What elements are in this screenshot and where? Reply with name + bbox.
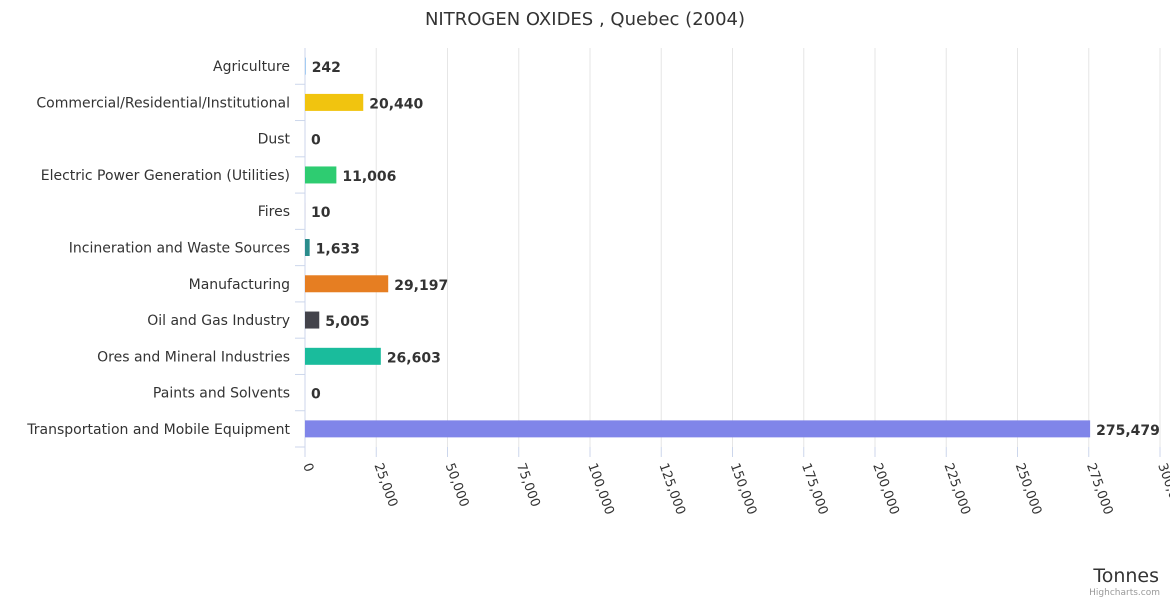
x-tick-label: 75,000 — [513, 461, 543, 509]
x-tick-label: 100,000 — [584, 461, 616, 517]
x-tick-label: 200,000 — [869, 461, 901, 517]
x-tick-label: 225,000 — [940, 461, 972, 517]
data-label: 0 — [311, 133, 321, 149]
x-tick-label: 150,000 — [727, 461, 759, 517]
bar — [305, 347, 381, 365]
x-tick-label: 300,000 — [1154, 461, 1170, 517]
bar — [305, 57, 306, 75]
bar — [305, 275, 389, 293]
category-label: Electric Power Generation (Utilities) — [41, 168, 290, 184]
x-tick-label: 175,000 — [798, 461, 830, 517]
chart-title: NITROGEN OXIDES , Quebec (2004) — [425, 9, 745, 30]
category-label: Agriculture — [213, 59, 290, 75]
category-label: Ores and Mineral Industries — [97, 349, 290, 365]
x-tick-label: 125,000 — [655, 461, 687, 517]
bar — [305, 166, 337, 184]
x-tick-label: 25,000 — [370, 461, 400, 509]
data-label: 275,479 — [1096, 423, 1160, 439]
category-label: Transportation and Mobile Equipment — [26, 422, 290, 438]
bar — [305, 311, 320, 329]
category-label: Oil and Gas Industry — [147, 313, 290, 329]
data-label: 10 — [311, 205, 331, 221]
category-label: Paints and Solvents — [153, 386, 290, 402]
x-tick-label: 0 — [299, 461, 316, 474]
x-tick-label: 250,000 — [1012, 461, 1044, 517]
category-label: Incineration and Waste Sources — [69, 241, 290, 257]
bar — [305, 420, 1091, 438]
data-label: 0 — [311, 387, 321, 403]
data-label: 1,633 — [316, 242, 360, 258]
category-label: Fires — [258, 204, 290, 220]
highcharts-credit[interactable]: Highcharts.com — [1089, 588, 1160, 598]
data-label: 29,197 — [394, 278, 448, 294]
category-label: Manufacturing — [189, 277, 290, 293]
category-label: Commercial/Residential/Institutional — [36, 95, 290, 111]
data-label: 242 — [312, 60, 341, 76]
x-tick-label: 275,000 — [1083, 461, 1115, 517]
data-label: 20,440 — [369, 96, 423, 112]
x-tick-label: 50,000 — [442, 461, 472, 509]
bar — [305, 93, 364, 111]
data-label: 11,006 — [342, 169, 396, 185]
data-label: 5,005 — [325, 314, 369, 330]
x-axis-title: Tonnes — [1092, 565, 1159, 587]
bar — [305, 239, 310, 256]
data-label: 26,603 — [387, 350, 441, 366]
category-label: Dust — [258, 132, 291, 148]
